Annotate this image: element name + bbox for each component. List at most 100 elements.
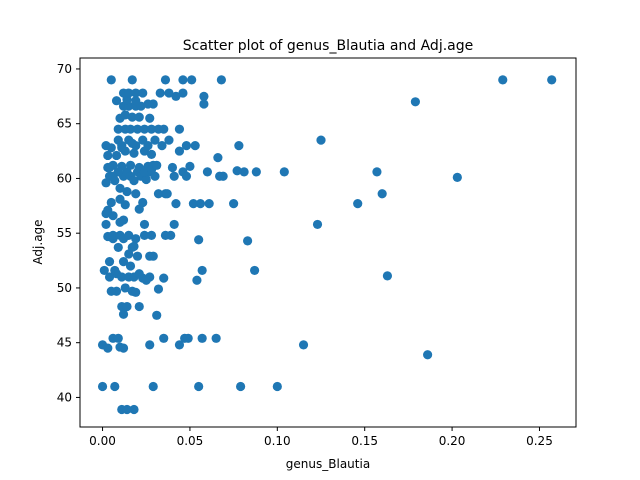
data-point	[159, 273, 169, 283]
data-point	[272, 381, 282, 392]
data-point	[99, 265, 109, 276]
data-point	[143, 141, 153, 151]
x-axis-title: genus_Blautia	[286, 457, 370, 471]
data-point	[423, 350, 433, 360]
data-point	[188, 199, 199, 209]
data-point	[120, 283, 130, 293]
data-point	[243, 236, 253, 246]
data-point	[298, 340, 309, 350]
points-layer	[97, 75, 557, 415]
data-point	[139, 167, 150, 177]
chart-title: Scatter plot of genus_Blautia and Adj.ag…	[183, 38, 474, 54]
data-point	[122, 186, 132, 197]
data-point	[125, 160, 136, 170]
x-tick-label: 0.00	[89, 434, 116, 448]
data-point	[353, 199, 363, 209]
data-point	[547, 75, 557, 85]
data-point	[197, 265, 207, 276]
y-tick-label: 55	[57, 226, 72, 240]
data-point	[117, 272, 127, 282]
data-point	[125, 261, 136, 271]
data-point	[171, 199, 181, 209]
data-point	[118, 343, 129, 353]
data-point	[190, 141, 200, 151]
data-point	[111, 150, 122, 161]
data-point	[134, 204, 144, 214]
data-point	[145, 113, 155, 123]
data-point	[132, 251, 143, 261]
data-point	[106, 197, 116, 208]
data-point	[312, 219, 323, 230]
data-point	[115, 183, 125, 193]
data-point	[106, 286, 116, 296]
data-point	[218, 171, 228, 181]
data-point	[213, 153, 223, 163]
data-point	[152, 310, 162, 320]
data-point	[117, 143, 127, 153]
data-point	[372, 167, 382, 177]
data-point	[120, 110, 130, 120]
data-point	[197, 333, 207, 343]
x-tick-label: 0.20	[439, 434, 466, 448]
data-point	[120, 200, 130, 210]
data-point	[127, 75, 137, 85]
data-point	[113, 333, 123, 343]
data-point	[232, 166, 242, 176]
data-point	[134, 301, 144, 312]
data-point	[108, 171, 118, 181]
data-point	[124, 249, 134, 259]
data-point	[160, 230, 171, 240]
data-point	[194, 381, 204, 392]
data-point	[185, 161, 195, 171]
data-point	[171, 91, 181, 101]
data-point	[139, 124, 150, 134]
data-point	[125, 124, 136, 134]
data-point	[141, 275, 151, 285]
data-point	[146, 230, 157, 240]
data-point	[148, 99, 158, 109]
data-point	[111, 96, 122, 106]
data-point	[129, 241, 139, 251]
data-point	[148, 381, 158, 392]
data-point	[377, 189, 387, 199]
data-point	[162, 189, 172, 199]
data-point	[229, 199, 239, 209]
data-point	[145, 340, 155, 350]
data-point	[106, 75, 116, 85]
data-point	[113, 242, 123, 253]
data-point	[118, 215, 129, 225]
data-point	[124, 88, 134, 98]
data-point	[129, 148, 139, 158]
data-point	[183, 333, 193, 343]
data-point	[134, 269, 144, 279]
data-point	[124, 230, 134, 240]
data-point	[153, 189, 164, 199]
data-point	[194, 235, 204, 245]
data-point	[108, 230, 118, 240]
data-point	[146, 124, 157, 134]
data-point	[157, 141, 167, 151]
data-point	[159, 333, 169, 343]
data-point	[153, 284, 164, 294]
data-point	[410, 97, 420, 107]
data-point	[216, 75, 226, 85]
data-point	[122, 301, 132, 312]
data-point	[236, 381, 246, 392]
data-point	[164, 135, 174, 145]
data-point	[192, 275, 202, 285]
data-point	[178, 75, 188, 85]
data-point	[110, 381, 120, 392]
data-point	[195, 199, 206, 209]
y-tick-label: 50	[57, 281, 72, 295]
data-point	[211, 333, 221, 343]
ticks-layer: 0.00 0.05 0.10 0.15 0.20 0.25 40 45 50 55 60 65 70	[57, 62, 553, 448]
data-point	[234, 141, 244, 151]
data-point	[239, 167, 249, 177]
data-point	[139, 230, 150, 240]
x-tick-label: 0.05	[177, 434, 204, 448]
data-point	[150, 135, 160, 145]
data-point	[159, 124, 169, 134]
data-point	[174, 340, 185, 350]
data-point	[134, 112, 144, 122]
